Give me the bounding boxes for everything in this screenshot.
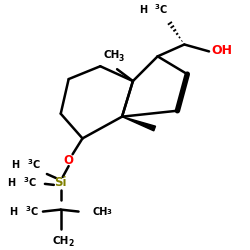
Text: 2: 2 [69, 239, 74, 248]
Text: H: H [7, 178, 15, 188]
Text: CH: CH [103, 50, 120, 60]
Text: 3: 3 [27, 159, 32, 165]
Text: H: H [140, 5, 148, 15]
Text: C: C [32, 160, 39, 170]
Text: CH: CH [92, 206, 108, 216]
Text: 3: 3 [106, 208, 111, 214]
Text: OH: OH [211, 44, 232, 57]
Text: C: C [160, 5, 167, 15]
Text: H: H [11, 160, 19, 170]
Text: 3: 3 [118, 54, 123, 63]
Polygon shape [122, 117, 156, 131]
Text: C: C [28, 178, 35, 188]
Text: 3: 3 [23, 177, 28, 183]
Text: 3: 3 [155, 4, 160, 10]
Text: CH: CH [53, 236, 69, 246]
Text: H: H [9, 206, 17, 216]
Text: C: C [30, 206, 37, 216]
Text: O: O [64, 154, 74, 167]
Text: 3: 3 [25, 206, 30, 212]
Text: Si: Si [54, 176, 67, 190]
